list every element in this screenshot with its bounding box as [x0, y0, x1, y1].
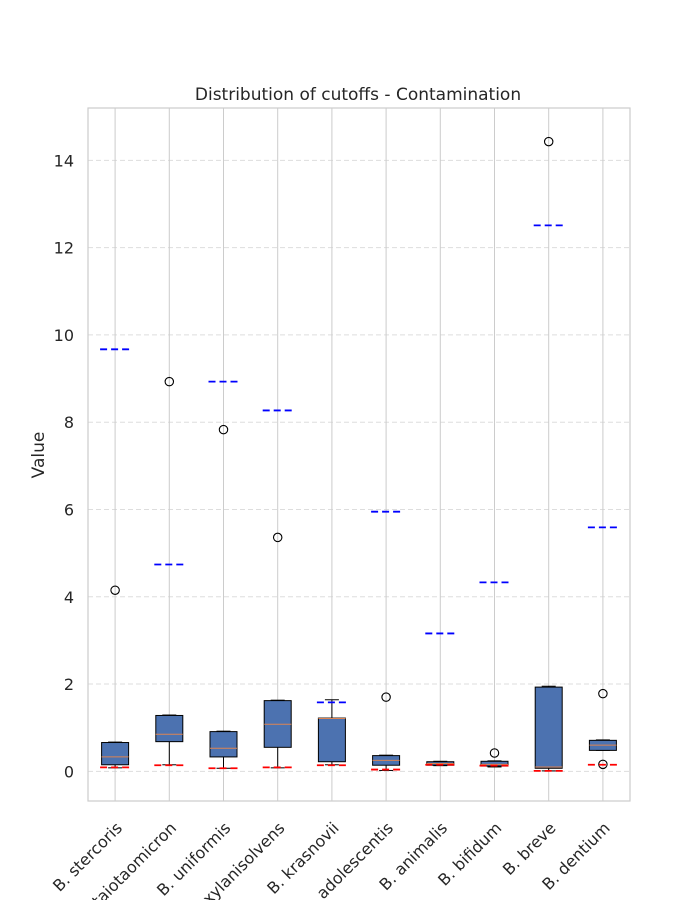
box: [209, 731, 238, 758]
outlier-point: [598, 688, 608, 699]
outlier-point: [272, 532, 283, 543]
y-tick-label: 8: [64, 413, 74, 432]
cutoff-markers: [100, 224, 618, 772]
outlier-point: [164, 376, 175, 387]
box: [317, 717, 346, 763]
boxes: [101, 136, 617, 772]
box: [155, 714, 184, 743]
outlier-point: [218, 424, 229, 435]
y-tick-label: 2: [64, 675, 74, 694]
y-tick-label: 12: [54, 239, 74, 258]
y-tick-label: 0: [64, 762, 74, 781]
y-tick-label: 6: [64, 500, 74, 519]
y-tick-label: 14: [54, 151, 74, 170]
y-axis-label: Value: [29, 432, 49, 479]
outlier-point: [489, 748, 500, 758]
outlier-point: [381, 692, 391, 702]
grid-lines: [88, 108, 630, 801]
box: [101, 742, 130, 766]
outlier-point: [110, 585, 120, 595]
y-tick-label: 10: [54, 326, 74, 345]
plot-frame: [87, 107, 631, 802]
y-tick-label: 4: [64, 588, 74, 607]
outlier-point: [598, 759, 608, 770]
outlier-point: [543, 136, 554, 147]
chart-title: Distribution of cutoffs - Contamination: [195, 85, 521, 105]
box: [534, 686, 563, 769]
